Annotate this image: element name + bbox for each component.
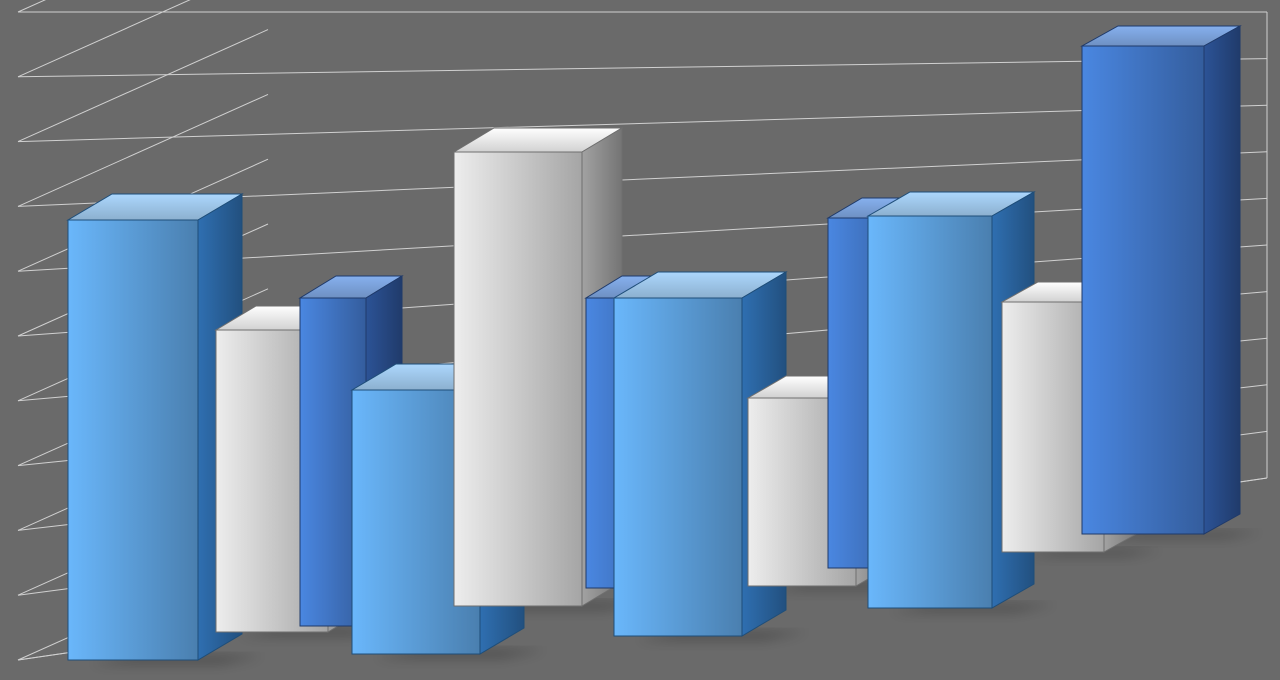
bar-8-back-blue [1082,26,1240,534]
bar-chart-3d [0,0,1280,680]
